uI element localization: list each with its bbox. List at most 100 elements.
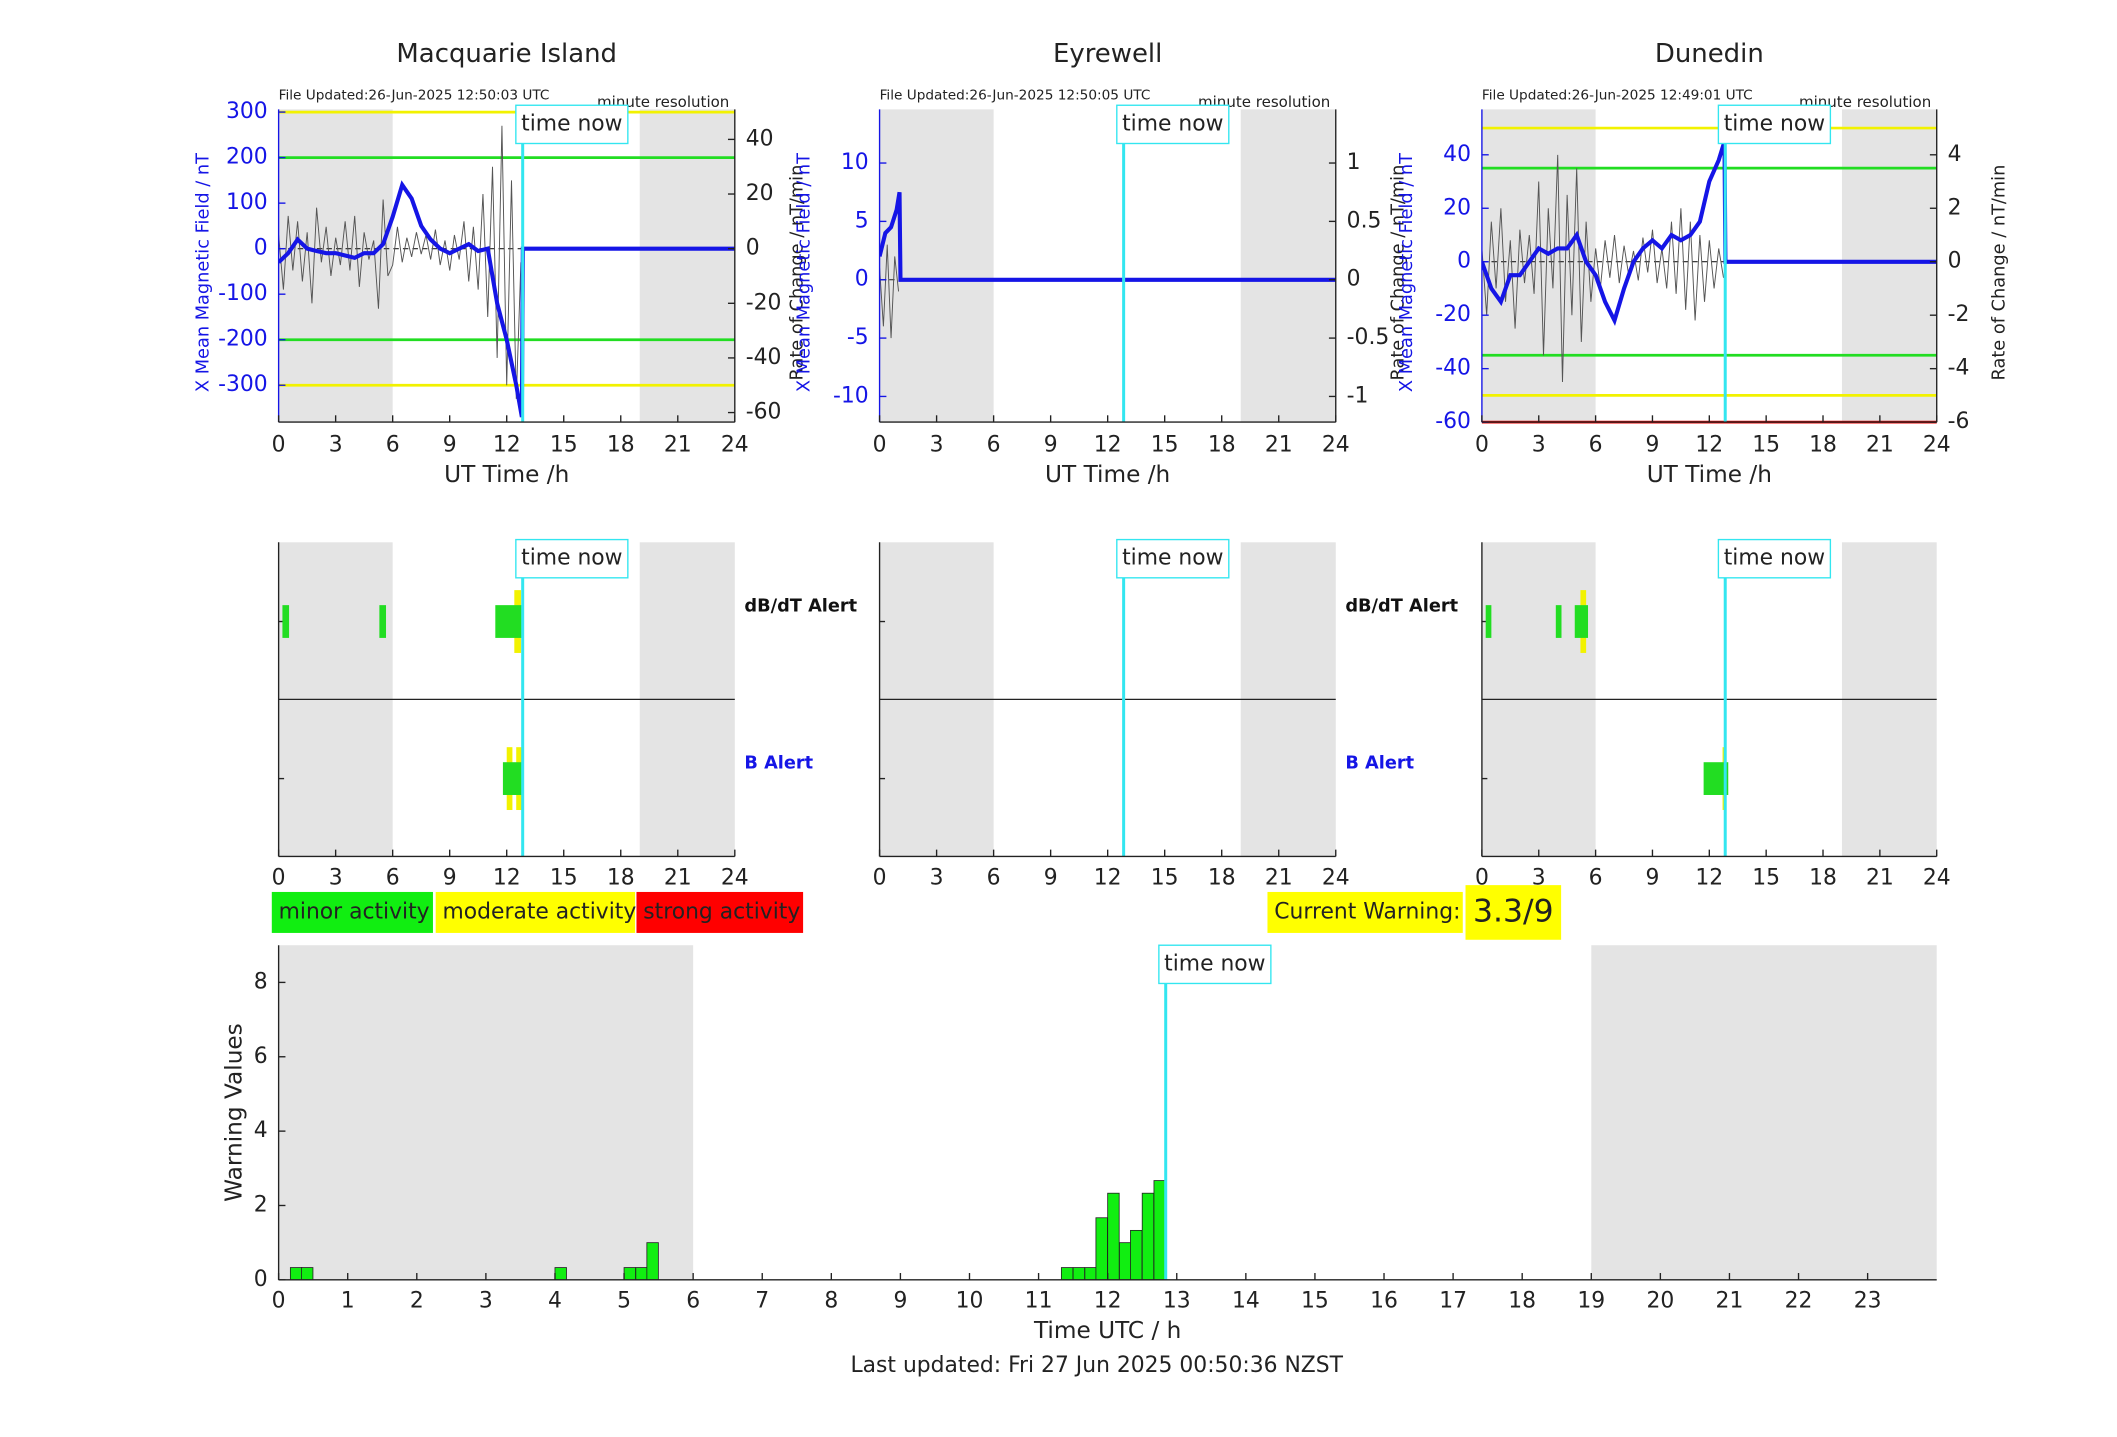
x-tick-label: 9 <box>1044 432 1058 457</box>
x-tick-label: 12 <box>1094 1289 1122 1314</box>
legend-label: minor activity <box>279 899 430 924</box>
y-tick-label: -200 <box>218 327 268 352</box>
x-tick-label: 12 <box>493 432 521 457</box>
x-tick-label: 24 <box>1322 432 1350 457</box>
resolution: minute resolution <box>1799 93 1931 111</box>
y2-tick-label: 4 <box>1948 142 1962 167</box>
x-tick-label: 6 <box>386 865 400 890</box>
time-now-label: time now <box>1164 951 1265 976</box>
y-axis-label: X Mean Magnetic Field / nT <box>1397 153 1417 392</box>
night-shade <box>278 109 393 423</box>
x-tick-label: 6 <box>987 432 1001 457</box>
x-tick-label: 15 <box>550 432 578 457</box>
x-tick-label: 10 <box>956 1289 984 1314</box>
alert-bar <box>495 605 522 638</box>
x-tick-label: 21 <box>1866 865 1894 890</box>
y-tick-label: 300 <box>226 99 268 124</box>
warning-bar <box>1141 1192 1155 1281</box>
x-tick-label: 5 <box>617 1289 631 1314</box>
y2-tick-label: 2 <box>1948 195 1962 220</box>
x-tick-label: 15 <box>1752 865 1780 890</box>
x-tick-label: 9 <box>1044 865 1058 890</box>
night-shade <box>1591 945 1937 1280</box>
x-tick-label: 3 <box>479 1289 493 1314</box>
x-tick-label: 18 <box>1208 865 1236 890</box>
file-updated: File Updated:26-Jun-2025 12:50:03 UTC <box>279 88 550 104</box>
x-tick-label: 12 <box>493 865 521 890</box>
time-now-box <box>1158 944 1272 985</box>
y2-tick-label: 0 <box>746 236 760 261</box>
time-now-label: time now <box>521 546 622 571</box>
x-tick-label: 15 <box>1301 1289 1329 1314</box>
x-tick-label: 12 <box>1695 865 1723 890</box>
y-tick-label: 40 <box>1443 142 1471 167</box>
warning-bar <box>623 1267 636 1281</box>
time-now-box <box>1717 104 1832 145</box>
alert-bar <box>282 605 290 638</box>
warning-bar <box>301 1267 314 1281</box>
x-tick-label: 21 <box>1716 1289 1744 1314</box>
warning-bar <box>635 1267 648 1281</box>
field-line <box>879 191 1336 282</box>
x-tick-label: 18 <box>607 865 635 890</box>
x-tick-label: 9 <box>893 1289 907 1314</box>
x-axis-label: Time UTC / h <box>1033 1317 1181 1344</box>
x-tick-label: 3 <box>1532 865 1546 890</box>
x-tick-label: 0 <box>1475 432 1489 457</box>
y-tick-label: 6 <box>254 1044 268 1069</box>
x-tick-label: 3 <box>1532 432 1546 457</box>
alert-row-label: B Alert <box>744 754 813 774</box>
y-tick-label: -40 <box>1435 356 1471 381</box>
y-tick-label: -10 <box>833 383 869 408</box>
night-shade <box>1481 109 1596 423</box>
y2-tick-label: -2 <box>1948 302 1970 327</box>
x-tick-label: 11 <box>1025 1289 1053 1314</box>
x-tick-label: 7 <box>755 1289 769 1314</box>
x-tick-label: 9 <box>1646 865 1660 890</box>
x-tick-label: 6 <box>1589 432 1603 457</box>
y-tick-label: 5 <box>855 208 869 233</box>
x-tick-label: 22 <box>1785 1289 1813 1314</box>
legend-swatch <box>435 891 636 933</box>
x-tick-label: 18 <box>607 432 635 457</box>
field-line <box>1481 140 1937 327</box>
panel-title: Eyrewell <box>1053 39 1162 69</box>
x-tick-label: 18 <box>1809 865 1837 890</box>
x-tick-label: 9 <box>443 432 457 457</box>
x-tick-label: 4 <box>548 1289 562 1314</box>
x-tick-label: 0 <box>873 432 887 457</box>
warning-bar <box>646 1242 659 1281</box>
y2-tick-label: 20 <box>746 181 774 206</box>
field-line <box>278 180 735 418</box>
alert-row-label: dB/dT Alert <box>1345 597 1458 617</box>
file-updated: File Updated:26-Jun-2025 12:49:01 UTC <box>1482 88 1753 104</box>
x-tick-label: 21 <box>664 865 692 890</box>
time-now-box <box>515 104 629 145</box>
y2-tick-label: -40 <box>746 345 782 370</box>
night-shade <box>1240 109 1336 423</box>
x-tick-label: 2 <box>410 1289 424 1314</box>
y2-tick-label: -0.5 <box>1347 325 1390 350</box>
panel-title: Dunedin <box>1655 39 1764 69</box>
warning-label-box <box>1267 891 1463 933</box>
y-tick-label: 0 <box>1457 249 1471 274</box>
x-tick-label: 21 <box>1866 432 1894 457</box>
time-now-label: time now <box>521 111 622 136</box>
night-shade <box>639 109 735 423</box>
y2-tick-label: 40 <box>746 126 774 151</box>
x-tick-label: 21 <box>664 432 692 457</box>
alert-bar <box>502 762 522 795</box>
y-axis-label: Warning Values <box>220 1023 247 1202</box>
y-tick-label: 8 <box>254 969 268 994</box>
x-axis-label: UT Time /h <box>1045 461 1170 488</box>
x-tick-label: 0 <box>272 432 286 457</box>
x-tick-label: 20 <box>1646 1289 1674 1314</box>
x-tick-label: 12 <box>1094 865 1122 890</box>
x-tick-label: 24 <box>1923 432 1951 457</box>
y-tick-label: 200 <box>226 145 268 170</box>
alert-bar <box>1485 605 1492 638</box>
y2-tick-label: -20 <box>746 290 782 315</box>
y2-tick-label: -60 <box>746 400 782 425</box>
x-tick-label: 15 <box>1151 865 1179 890</box>
